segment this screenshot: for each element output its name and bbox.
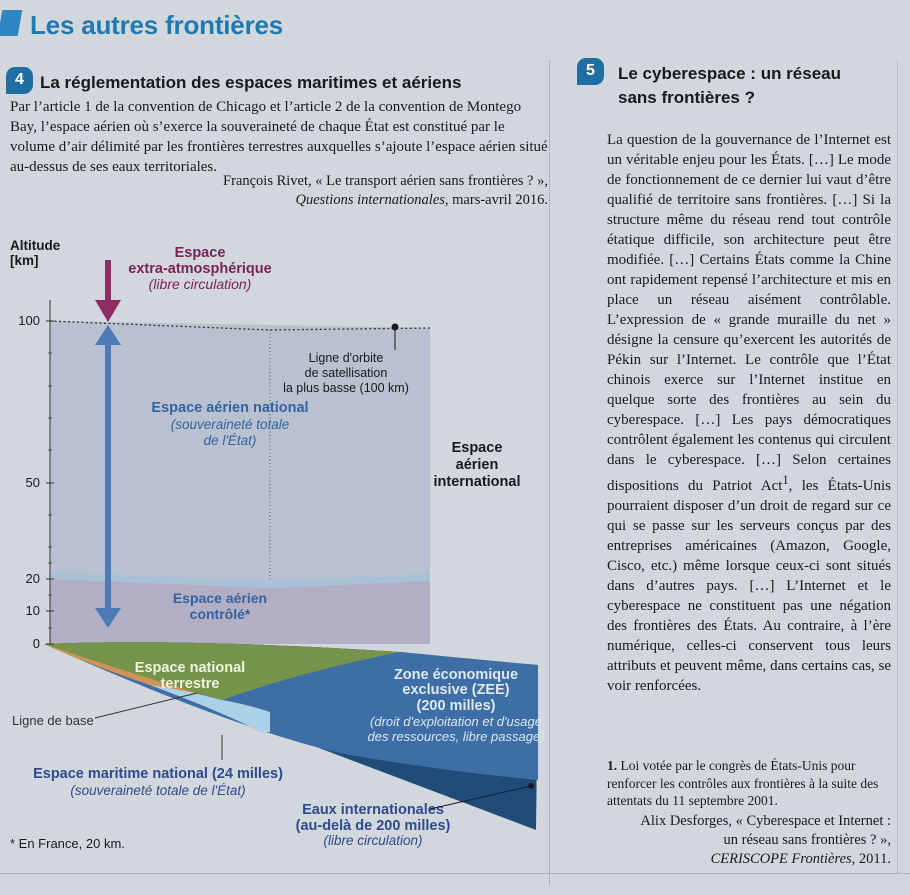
- svg-text:Espace maritime national (24 m: Espace maritime national (24 milles): [33, 766, 283, 782]
- svg-text:10: 10: [26, 603, 40, 618]
- svg-text:20: 20: [26, 571, 40, 586]
- svg-text:(souveraineté totale: (souveraineté totale: [171, 417, 290, 432]
- svg-text:[km]: [km]: [10, 253, 39, 268]
- svg-text:Altitude: Altitude: [10, 238, 61, 253]
- svg-text:aérien: aérien: [456, 457, 499, 473]
- svg-text:0: 0: [33, 636, 40, 651]
- svg-text:100: 100: [18, 313, 40, 328]
- svg-text:(souveraineté totale de l'État: (souveraineté totale de l'État): [70, 783, 245, 798]
- svg-text:la plus basse (100 km): la plus basse (100 km): [283, 381, 409, 395]
- svg-text:Eaux internationales: Eaux internationales: [302, 802, 444, 818]
- svg-text:Espace: Espace: [175, 245, 226, 261]
- svg-text:(libre circulation): (libre circulation): [149, 276, 252, 292]
- svg-text:* En France, 20 km.: * En France, 20 km.: [10, 836, 125, 851]
- svg-text:de satellisation: de satellisation: [305, 366, 388, 380]
- svg-text:Zone économique: Zone économique: [394, 667, 518, 683]
- svg-text:(droit d'exploitation et d'usa: (droit d'exploitation et d'usage: [370, 714, 542, 729]
- svg-text:Espace: Espace: [452, 440, 503, 456]
- svg-text:de l'État): de l'État): [204, 433, 257, 448]
- svg-text:contrôlé*: contrôlé*: [190, 606, 251, 622]
- svg-text:extra-atmosphérique: extra-atmosphérique: [128, 261, 271, 277]
- svg-text:terrestre: terrestre: [161, 676, 220, 692]
- svg-text:50: 50: [26, 475, 40, 490]
- svg-text:(au-delà de 200 milles): (au-delà de 200 milles): [296, 818, 451, 834]
- svg-text:(200 milles): (200 milles): [417, 698, 496, 714]
- svg-text:(libre circulation): (libre circulation): [323, 833, 422, 848]
- svg-text:Espace aérien national: Espace aérien national: [151, 400, 308, 416]
- svg-text:Espace national: Espace national: [135, 660, 245, 676]
- svg-text:Ligne de base: Ligne de base: [12, 713, 94, 728]
- svg-text:Espace aérien: Espace aérien: [173, 590, 267, 606]
- svg-text:des ressources, libre passage): des ressources, libre passage): [367, 729, 544, 744]
- svg-text:exclusive (ZEE): exclusive (ZEE): [402, 682, 509, 698]
- svg-text:international: international: [433, 474, 520, 490]
- svg-text:Ligne d'orbite: Ligne d'orbite: [309, 351, 384, 365]
